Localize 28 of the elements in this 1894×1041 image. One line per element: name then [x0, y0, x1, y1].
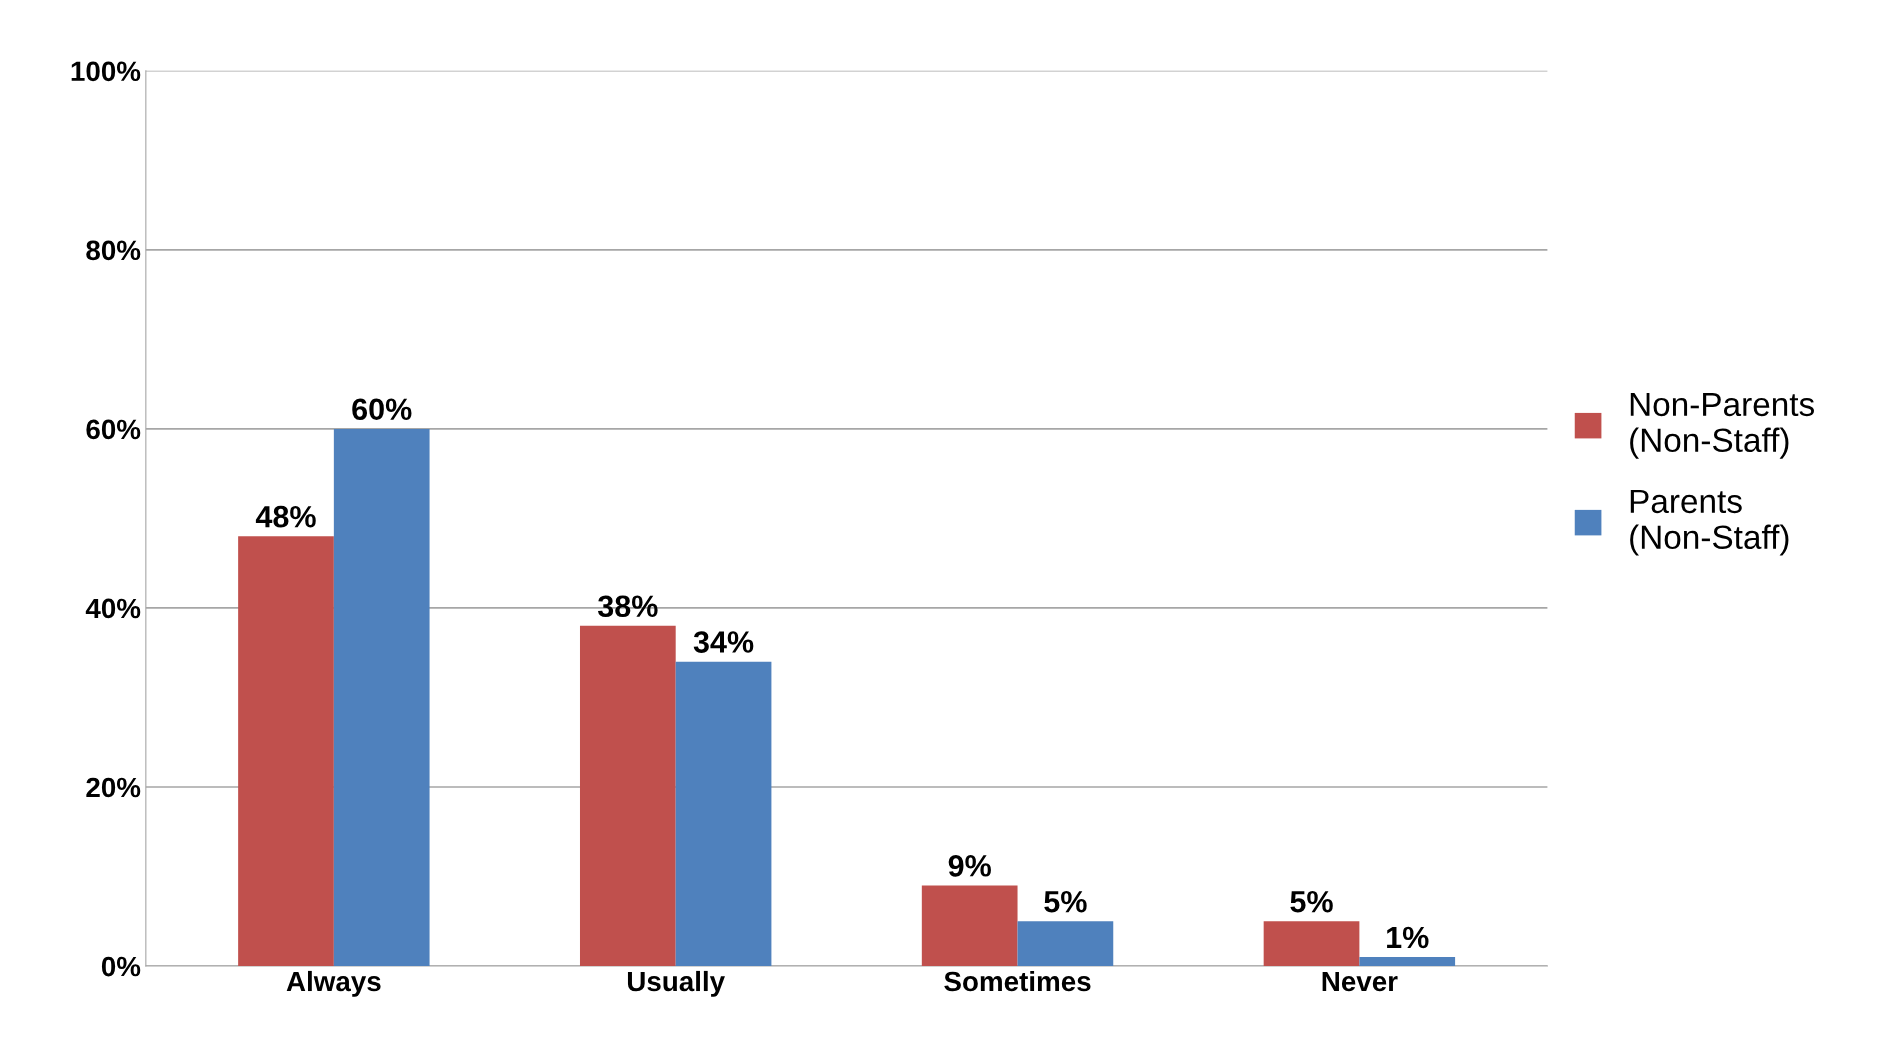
bar: [675, 661, 772, 967]
bar: [333, 428, 430, 967]
text: 5%: [1044, 890, 1087, 913]
x-tick-label: Always: [286, 970, 381, 997]
bar: [921, 885, 1018, 967]
x-tick-label: Usually: [627, 970, 725, 997]
text: 1%: [1387, 926, 1429, 949]
text: 38%: [597, 595, 658, 618]
legend-label: Non-Parents (Non-Staff): [1630, 392, 1814, 459]
y-tick-label: 60%: [86, 419, 141, 440]
bar: [238, 536, 334, 967]
y-tick-label: 0%: [101, 956, 141, 977]
text: 60%: [352, 398, 412, 421]
text: 9%: [948, 855, 991, 877]
y-tick-label: 100%: [71, 61, 141, 82]
text: 34%: [693, 631, 754, 653]
y-tick-label: 40%: [85, 598, 141, 619]
bar: [579, 625, 676, 967]
text: 5%: [1290, 890, 1333, 913]
bar: [1263, 921, 1360, 967]
y-tick-label: 20%: [86, 777, 141, 798]
legend-label: Parents (Non-Staff): [1630, 489, 1789, 556]
x-tick-label: Never: [1322, 971, 1398, 992]
text: 48%: [255, 505, 316, 528]
bar: [1359, 957, 1456, 967]
x-tick-label: Sometimes: [944, 970, 1091, 992]
bar: [1017, 921, 1114, 967]
y-tick-label: 80%: [86, 240, 141, 261]
